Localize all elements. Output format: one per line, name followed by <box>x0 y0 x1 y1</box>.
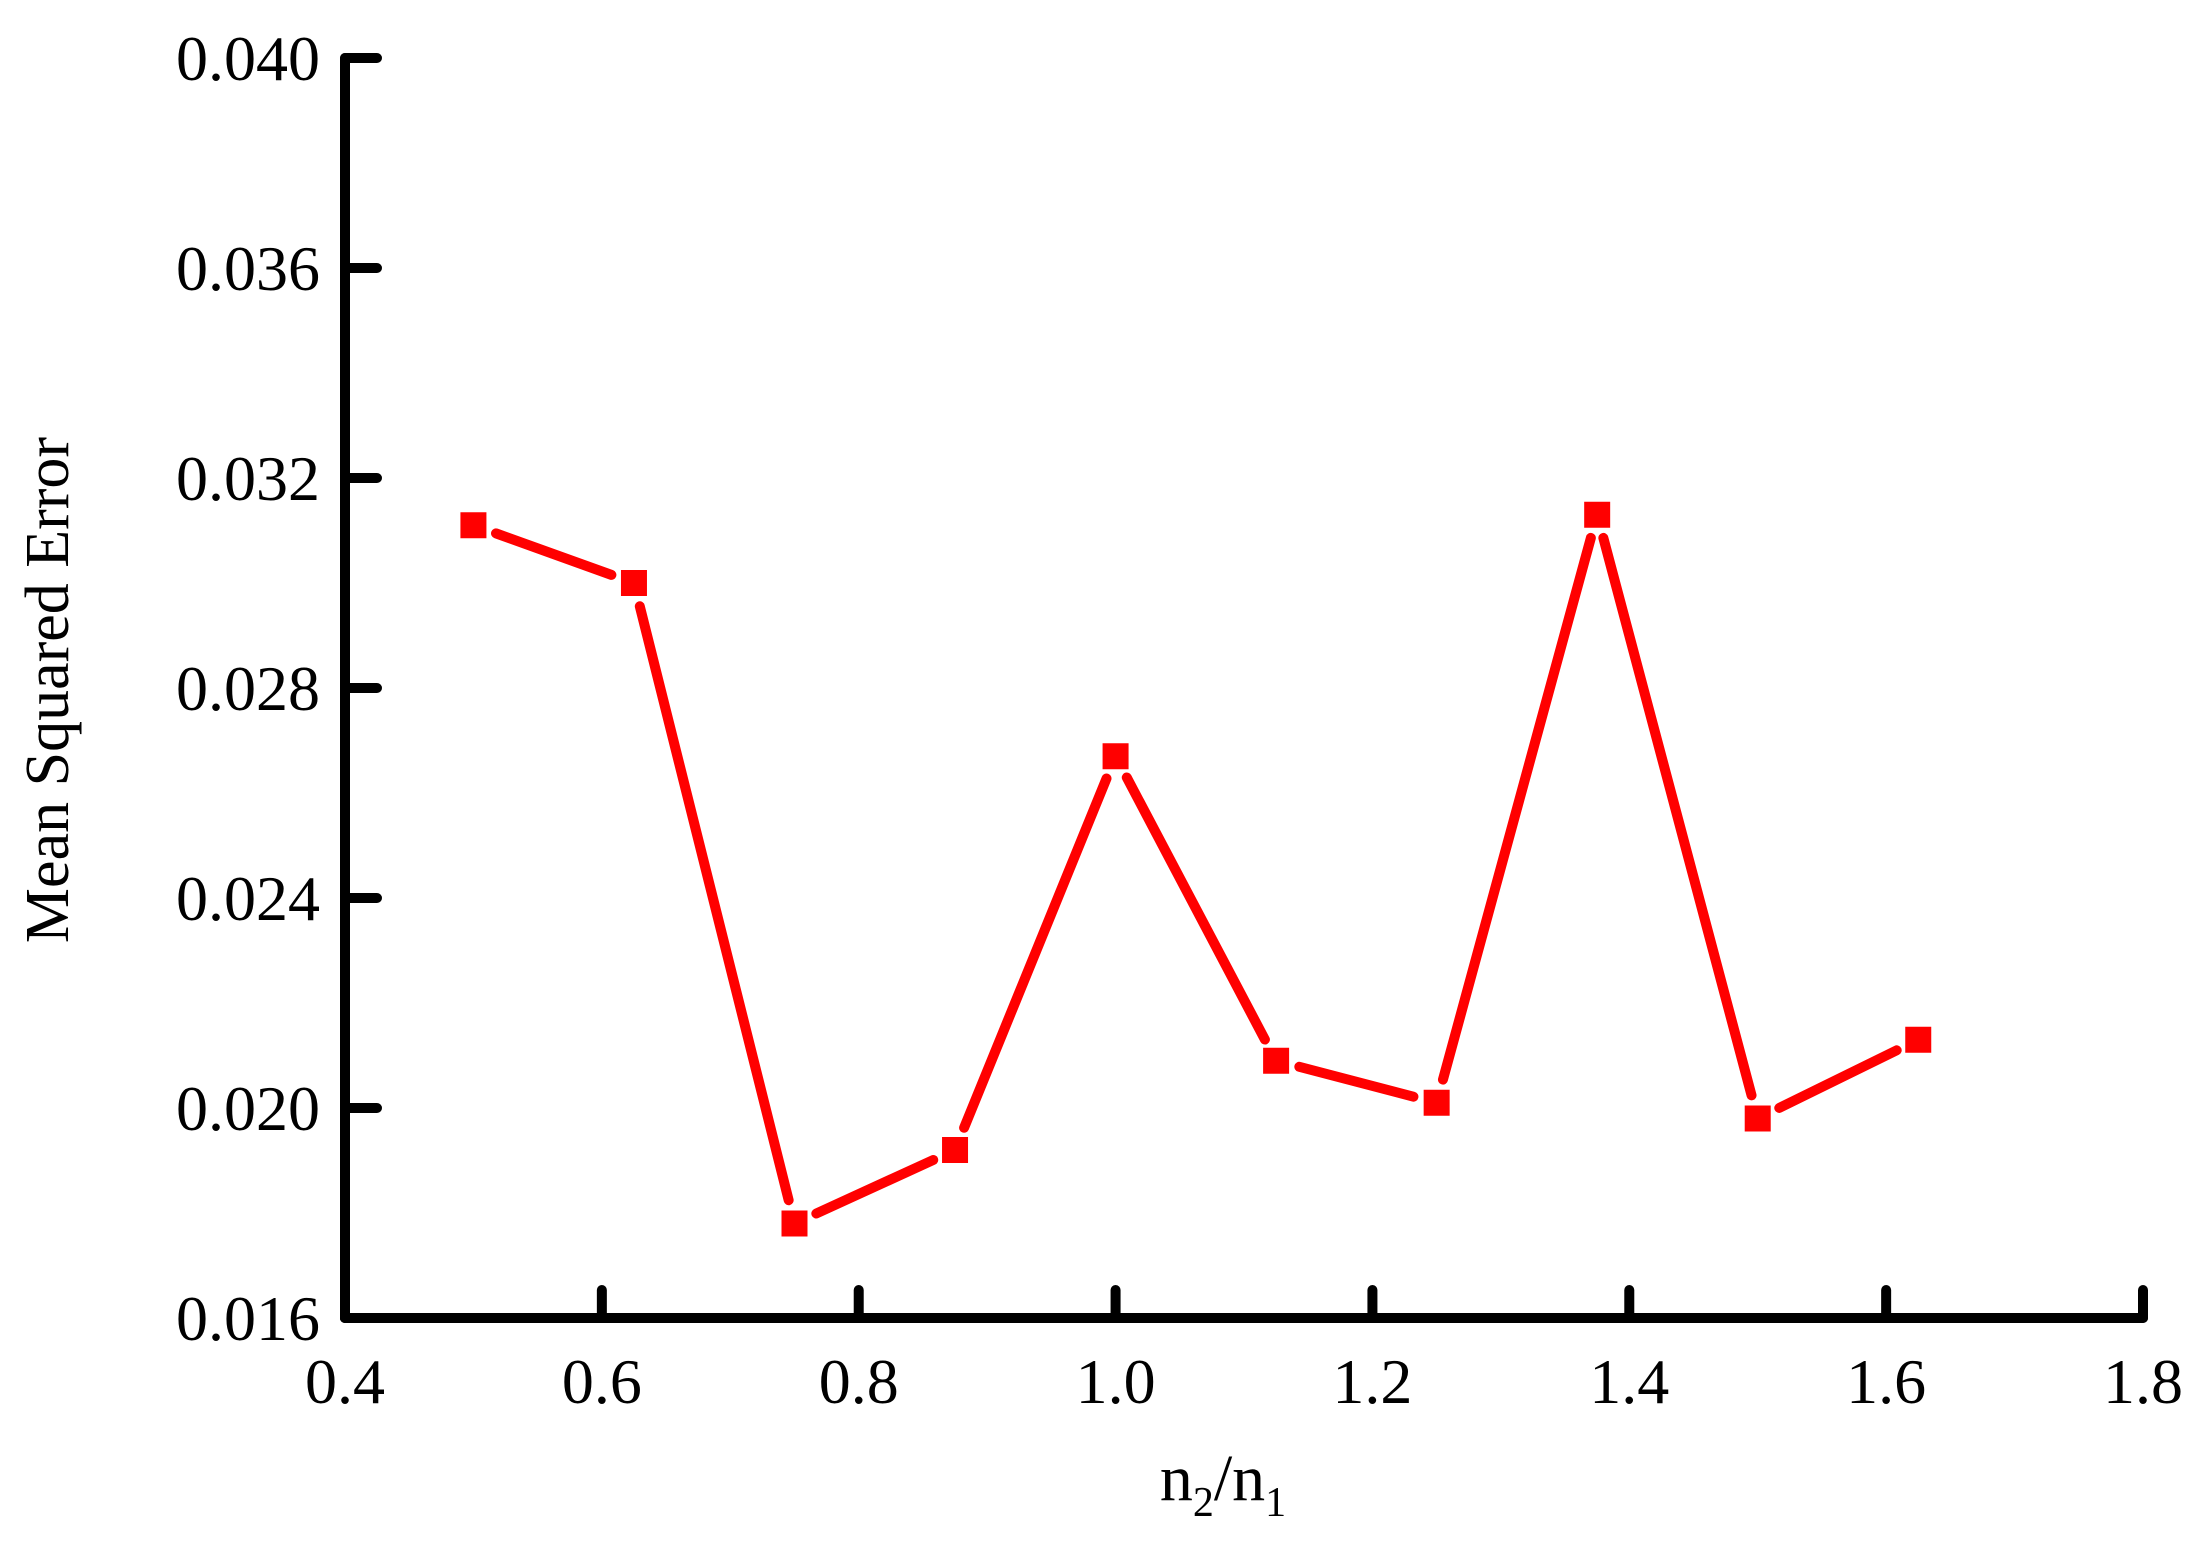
x-tick-label: 0.6 <box>562 1346 642 1417</box>
x-tick-label: 0.8 <box>819 1346 899 1417</box>
y-tick-label: 0.040 <box>176 23 320 94</box>
y-tick-label: 0.028 <box>176 653 320 724</box>
data-point <box>781 1210 808 1237</box>
x-tick-label: 1.8 <box>2103 1346 2183 1417</box>
x-axis-title-subscript-second: 1 <box>1265 1480 1286 1526</box>
data-point <box>460 512 487 539</box>
y-tick-label: 0.032 <box>176 443 320 514</box>
x-axis-title-n-first: n <box>1160 1442 1193 1515</box>
y-tick-label: 0.036 <box>176 233 320 304</box>
x-axis-title-n-second: n <box>1232 1442 1265 1515</box>
series <box>460 501 1932 1237</box>
y-axis-title: Mean Squared Error <box>14 437 82 943</box>
series-line-segment <box>491 528 617 580</box>
axes <box>340 53 2148 1323</box>
x-axis-title-subscript-first: 2 <box>1193 1480 1214 1526</box>
series-line-segment <box>1437 532 1596 1085</box>
data-point <box>1584 501 1611 528</box>
y-tick-label: 0.024 <box>176 863 320 934</box>
x-tick-label: 0.4 <box>305 1346 385 1417</box>
x-tick-label: 1.2 <box>1332 1346 1412 1417</box>
data-point <box>1423 1089 1450 1116</box>
series-line-segment <box>1294 1061 1419 1102</box>
data-point <box>942 1137 969 1163</box>
series-line-segment <box>1121 772 1270 1045</box>
series-line-segment <box>1774 1045 1902 1113</box>
series-line-segment <box>1598 532 1757 1101</box>
data-point <box>1744 1105 1771 1132</box>
data-point <box>1263 1047 1290 1074</box>
x-tick-label: 1.4 <box>1589 1346 1669 1417</box>
x-tick-label: 1.0 <box>1076 1346 1156 1417</box>
series-line-segment <box>634 601 794 1206</box>
labels: Mean Squared Error n2/n1 <box>14 437 1286 1526</box>
series-line-segment <box>959 773 1112 1133</box>
x-tick-label: 1.6 <box>1846 1346 1926 1417</box>
series-line-segment <box>811 1154 939 1219</box>
y-tick-label: 0.020 <box>176 1073 320 1144</box>
ticks: 0.016 0.020 0.024 0.028 0.032 0.036 0.040 0.4 0.… <box>176 23 2183 1417</box>
y-tick-label: 0.016 <box>176 1283 320 1354</box>
x-axis-title-slash: / <box>1214 1442 1233 1515</box>
x-axis-title: n2/n1 <box>1160 1442 1286 1526</box>
data-point <box>1905 1026 1932 1053</box>
data-point <box>620 570 647 596</box>
data-point <box>1102 743 1129 770</box>
